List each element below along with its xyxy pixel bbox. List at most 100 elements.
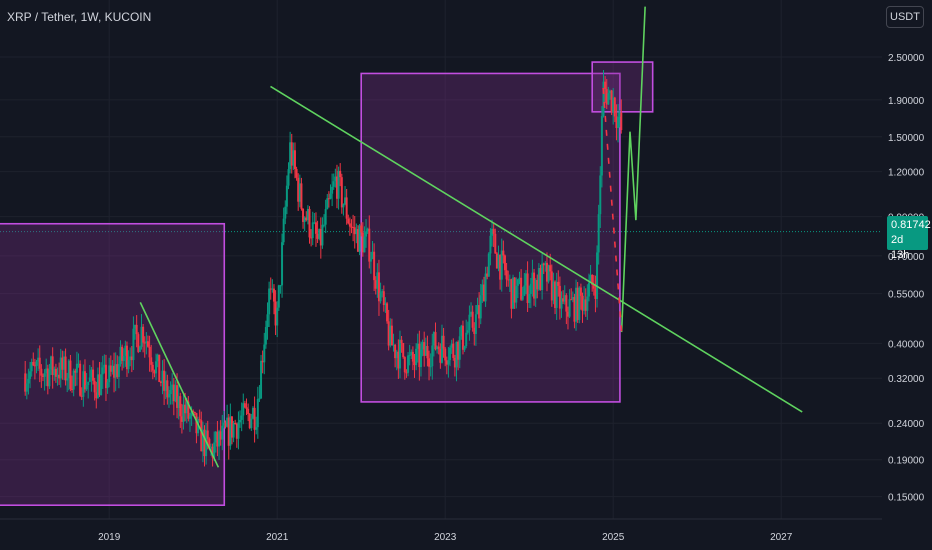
projection-path: [620, 6, 646, 333]
candle: [596, 252, 599, 299]
candle: [424, 345, 427, 356]
candle: [214, 431, 217, 443]
candle: [248, 413, 251, 429]
candle: [61, 357, 64, 370]
candle: [491, 228, 494, 236]
candle: [77, 363, 80, 365]
candle: [466, 330, 469, 333]
candle: [421, 342, 424, 350]
candle: [167, 394, 170, 398]
candle: [599, 175, 602, 215]
candle: [161, 370, 164, 384]
candle: [384, 303, 387, 305]
candle: [449, 347, 452, 361]
currency-button[interactable]: USDT: [886, 6, 924, 28]
candle: [272, 288, 275, 302]
candle: [487, 253, 490, 277]
candle: [452, 343, 455, 358]
candle: [201, 429, 204, 452]
candle: [592, 284, 595, 289]
candle: [416, 343, 419, 349]
candle: [33, 365, 36, 367]
candle: [471, 311, 474, 328]
candle: [575, 287, 578, 322]
candle: [229, 416, 232, 446]
candle: [164, 380, 167, 391]
x-tick-label: 2025: [602, 532, 625, 543]
candle: [600, 116, 603, 176]
candle: [271, 288, 274, 290]
candle: [426, 345, 429, 359]
candle: [402, 342, 405, 358]
candle: [155, 361, 158, 374]
candle: [394, 344, 397, 359]
candle: [594, 288, 597, 299]
candle: [302, 208, 305, 222]
candle: [374, 280, 377, 289]
candle: [460, 325, 463, 337]
candle: [281, 242, 284, 286]
candle: [232, 422, 235, 438]
candle: [555, 281, 558, 308]
candle: [476, 305, 479, 315]
candle: [185, 401, 188, 414]
candle: [182, 404, 185, 422]
candle: [92, 369, 95, 381]
candle: [313, 222, 316, 224]
candle: [221, 425, 224, 440]
candle: [318, 228, 321, 239]
x-tick-label: 2019: [98, 532, 121, 543]
candle: [337, 170, 340, 199]
candle: [502, 250, 505, 256]
candle: [295, 169, 298, 178]
candle: [339, 170, 342, 178]
candle: [188, 416, 191, 419]
candle: [505, 270, 508, 280]
candle: [591, 274, 594, 285]
symbol-title[interactable]: XRP / Tether, 1W, KUCOIN: [7, 10, 152, 24]
candle: [579, 287, 582, 296]
candle: [521, 295, 524, 300]
candle: [512, 277, 515, 309]
candle: [166, 380, 169, 398]
candle: [554, 281, 557, 308]
candle: [566, 311, 569, 317]
candle: [279, 285, 282, 287]
candle: [453, 357, 456, 368]
candle: [121, 346, 124, 361]
candle: [597, 214, 600, 253]
candle: [528, 293, 531, 303]
candle: [268, 288, 271, 315]
candle: [260, 360, 263, 399]
candle: [361, 232, 364, 253]
candle: [46, 368, 49, 387]
candle: [277, 285, 280, 308]
candle: [90, 369, 93, 378]
candle: [563, 295, 566, 302]
candle: [132, 328, 135, 361]
candle: [284, 206, 287, 219]
candle: [72, 370, 75, 390]
candle: [80, 395, 83, 397]
candle: [64, 356, 67, 381]
candle: [308, 208, 311, 238]
candle: [129, 356, 132, 361]
candle: [542, 263, 545, 266]
candle: [520, 277, 523, 300]
candle: [251, 407, 254, 419]
candle: [398, 339, 401, 369]
candle: [369, 259, 372, 262]
candle: [390, 325, 393, 346]
y-tick-label: 0.19000: [888, 456, 925, 467]
candle: [300, 183, 303, 209]
candle: [43, 373, 46, 377]
candle: [620, 112, 623, 131]
candle: [298, 183, 301, 202]
x-tick-label: 2021: [266, 532, 289, 543]
x-tick-label: 2023: [434, 532, 457, 543]
candle: [96, 374, 99, 399]
candle: [612, 97, 615, 113]
candle: [360, 225, 363, 233]
candle: [499, 254, 502, 280]
